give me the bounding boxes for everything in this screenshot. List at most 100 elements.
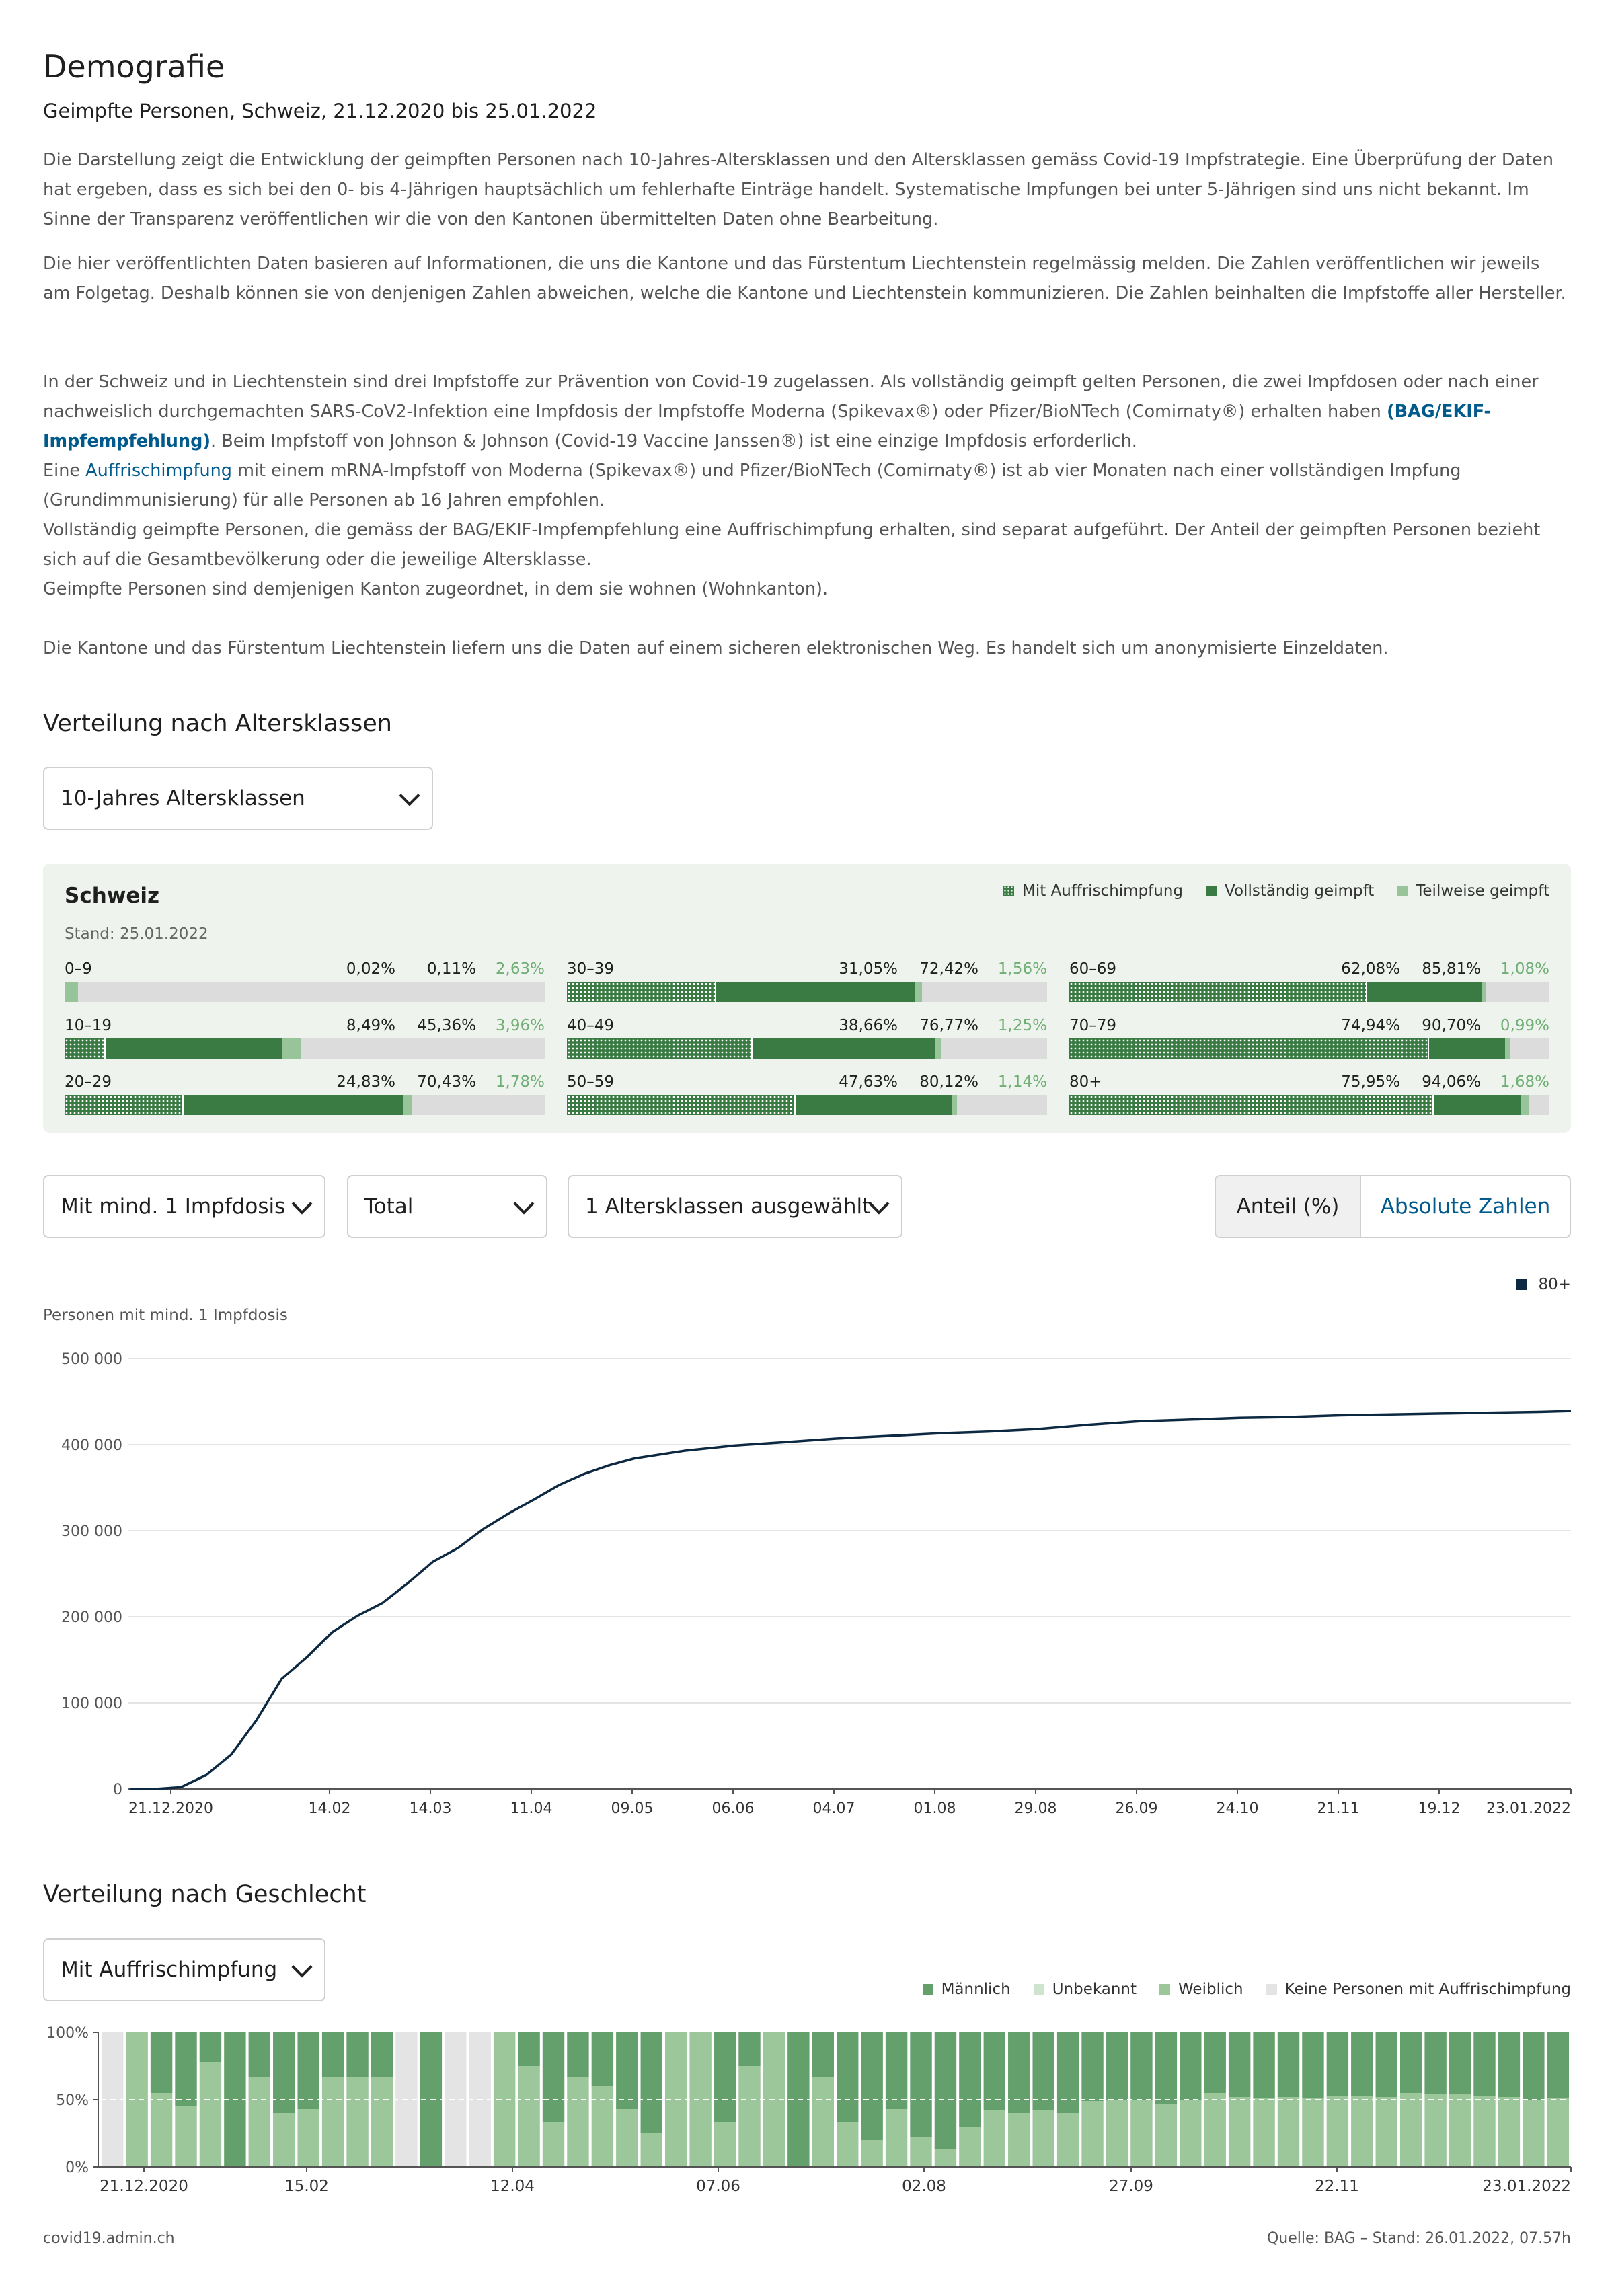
bar-male	[199, 2032, 222, 2062]
x-tick-label: 27.09	[1109, 2178, 1153, 2195]
auffrischimpfung-link[interactable]: Auffrischimpfung	[85, 461, 232, 481]
bar-male	[371, 2032, 393, 2077]
part-segment	[915, 982, 923, 1002]
boost-value: 75,95%	[1341, 1073, 1400, 1091]
full-value: 80,12%	[919, 1073, 978, 1091]
bar-male	[150, 2032, 173, 2093]
bar-female	[837, 2122, 859, 2167]
display-mode-toggle: Anteil (%) Absolute Zahlen	[1215, 1175, 1571, 1238]
bar-male	[837, 2032, 859, 2122]
x-tick-label: 12.04	[490, 2178, 535, 2195]
part-value: 2,63%	[495, 960, 545, 978]
x-tick-label: 21.11	[1317, 1800, 1360, 1817]
part-segment	[1504, 1038, 1510, 1059]
full-value: 45,36%	[417, 1017, 476, 1034]
legend-full-label: Vollständig geimpft	[1225, 882, 1375, 900]
bar-female	[934, 2149, 957, 2167]
bar-male	[910, 2032, 932, 2137]
age-group-label: 70–79	[1069, 1017, 1117, 1034]
y-tick-label: 100%	[46, 2025, 89, 2042]
age-filter-select[interactable]: 1 Altersklassen ausgewählt	[568, 1175, 902, 1238]
bar-female	[297, 2109, 319, 2167]
legend-male: Männlich	[922, 1981, 1011, 1998]
age-group-bar	[1069, 1095, 1549, 1115]
bar-female	[1253, 2098, 1275, 2167]
bar-male	[321, 2032, 344, 2077]
boost-segment	[1069, 982, 1368, 1002]
bar-male	[1449, 2032, 1471, 2094]
age-group-70-79: 70–79 74,94% 90,70% 0,99%	[1069, 1017, 1549, 1068]
bar-male	[1523, 2032, 1545, 2100]
full-value: 76,77%	[919, 1017, 978, 1034]
full-segment	[1429, 1038, 1505, 1059]
full-segment	[796, 1095, 952, 1115]
x-tick-label: 06.06	[712, 1800, 755, 1817]
chevron-down-icon	[291, 1193, 313, 1215]
bar-female	[346, 2077, 369, 2167]
bar-male	[812, 2032, 834, 2077]
bar-female	[1277, 2097, 1300, 2167]
boost-value: 47,63%	[839, 1073, 898, 1091]
bar-female	[273, 2113, 295, 2167]
toggle-share-button[interactable]: Anteil (%)	[1216, 1176, 1361, 1237]
bar-female	[1424, 2094, 1447, 2167]
part-segment	[402, 1095, 412, 1115]
dose-select[interactable]: Mit mind. 1 Impfdosis	[43, 1175, 325, 1238]
boost-value: 62,08%	[1341, 960, 1400, 978]
sex-dose-select[interactable]: Mit Auffrischimpfung	[43, 1938, 325, 2001]
bar-male	[1056, 2032, 1079, 2113]
bar-female	[1228, 2097, 1251, 2167]
page-subtitle: Geimpfte Personen, Schweiz, 21.12.2020 b…	[43, 100, 597, 122]
legend-female-label: Weiblich	[1178, 1981, 1243, 1998]
bar-female	[812, 2077, 834, 2167]
bar-male	[1547, 2032, 1569, 2098]
legend-male-swatch	[922, 1984, 933, 1995]
part-value: 0,99%	[1500, 1017, 1549, 1034]
bar-female	[1351, 2096, 1373, 2167]
bar-female	[591, 2086, 614, 2167]
bar-female	[150, 2093, 173, 2167]
bar-female	[1180, 2100, 1202, 2167]
bar-female	[959, 2127, 981, 2167]
age-section-heading: Verteilung nach Altersklassen	[43, 710, 392, 737]
bar-male	[1424, 2032, 1447, 2094]
boost-value: 24,83%	[336, 1073, 395, 1091]
x-tick-label: 23.01.2022	[1482, 2178, 1571, 2195]
toggle-absolute-button[interactable]: Absolute Zahlen	[1380, 1194, 1551, 1219]
part-segment	[1481, 982, 1487, 1002]
age-group-10-19: 10–19 8,49% 45,36% 3,96%	[65, 1017, 545, 1068]
x-tick-label: 23.01.2022	[1486, 1800, 1571, 1817]
legend-none-label: Keine Personen mit Auffrischimpfung	[1284, 1981, 1571, 1998]
x-tick-label: 22.11	[1315, 2178, 1359, 2195]
bar-female	[1081, 2101, 1104, 2167]
para3-text-a: In der Schweiz und in Liechtenstein sind…	[43, 372, 1539, 422]
y-axis-label: Personen mit mind. 1 Impfdosis	[43, 1307, 288, 1324]
full-segment	[105, 1038, 282, 1059]
bar-male	[1253, 2032, 1275, 2098]
bar-female	[861, 2140, 883, 2167]
boost-value: 31,05%	[839, 960, 898, 978]
part-segment	[935, 1038, 942, 1059]
chevron-down-icon	[291, 1956, 313, 1978]
footer-site: covid19.admin.ch	[43, 2230, 175, 2247]
age-group-20-29: 20–29 24,83% 70,43% 1,78%	[65, 1073, 545, 1124]
y-tick-label: 300 000	[61, 1523, 122, 1540]
age-class-select[interactable]: 10-Jahres Altersklassen	[43, 767, 433, 830]
age-group-60-69: 60–69 62,08% 85,81% 1,08%	[1069, 960, 1549, 1011]
para3-text-f: Geimpfte Personen sind demjenigen Kanton…	[43, 579, 829, 599]
legend-unknown: Unbekannt	[1033, 1981, 1137, 1998]
boost-segment	[567, 982, 716, 1002]
bar-male	[248, 2032, 271, 2077]
full-value: 0,11%	[426, 960, 476, 978]
bar-male	[1032, 2032, 1054, 2110]
bar-male	[983, 2032, 1006, 2110]
boost-value: 0,02%	[346, 960, 395, 978]
full-value: 90,70%	[1422, 1017, 1481, 1034]
boost-segment	[1069, 1038, 1430, 1059]
total-select[interactable]: Total	[347, 1175, 547, 1238]
impfempfehlung-link[interactable]: (BAG/EKIF-Impfempfehlung)	[43, 401, 1491, 451]
bar-male	[714, 2032, 736, 2122]
bar-female	[321, 2077, 344, 2167]
bar-male	[1228, 2032, 1251, 2097]
age-filter-select-value: 1 Altersklassen ausgewählt	[585, 1194, 871, 1219]
